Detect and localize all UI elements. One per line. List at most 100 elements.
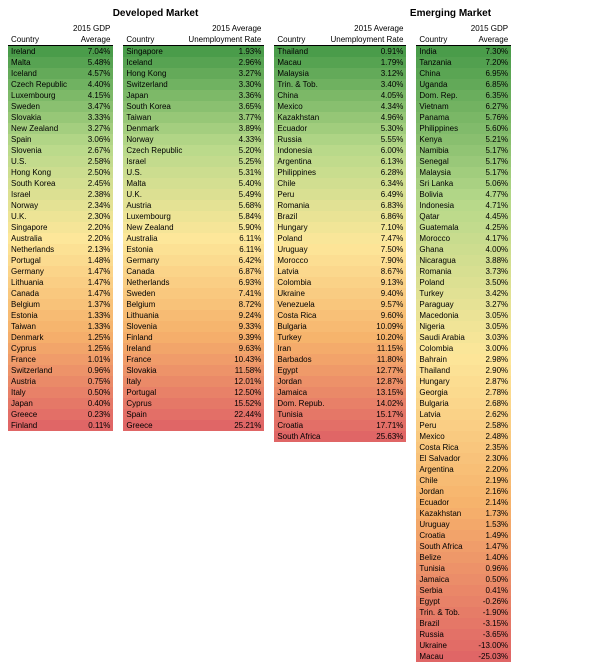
cell-country: Barbados: [274, 354, 327, 365]
table-row: Senegal5.17%: [416, 156, 511, 167]
table-row: Slovenia2.67%: [8, 145, 113, 156]
table-row: Colombia9.13%: [274, 277, 406, 288]
cell-value: 0.23%: [70, 409, 113, 420]
title-developed: Developed Market: [8, 8, 303, 19]
cell-country: New Zealand: [8, 123, 70, 134]
cell-value: 6.27%: [468, 101, 511, 112]
table-row: Canada6.87%: [123, 266, 264, 277]
table-row: Lithuania9.24%: [123, 310, 264, 321]
cell-country: Egypt: [274, 365, 327, 376]
cell-value: 1.49%: [468, 530, 511, 541]
table-row: Ecuador5.30%: [274, 123, 406, 134]
cell-country: Luxembourg: [8, 90, 70, 101]
cell-value: 5.06%: [468, 178, 511, 189]
table-row: Hong Kong2.50%: [8, 167, 113, 178]
table-row: Tunisia0.96%: [416, 563, 511, 574]
cell-value: 2.19%: [468, 475, 511, 486]
cell-country: Senegal: [416, 156, 467, 167]
cell-value: 4.05%: [327, 90, 406, 101]
cell-value: 3.30%: [185, 79, 264, 90]
cell-value: 6.83%: [327, 200, 406, 211]
cell-value: 6.87%: [185, 266, 264, 277]
cell-country: Belgium: [8, 299, 70, 310]
cell-country: Bulgaria: [416, 398, 467, 409]
table-row: Sweden7.41%: [123, 288, 264, 299]
cell-country: Jordan: [416, 486, 467, 497]
cell-country: U.K.: [123, 189, 185, 200]
cell-country: South Africa: [416, 541, 467, 552]
cell-country: Paraguay: [416, 299, 467, 310]
cell-value: 0.96%: [70, 365, 113, 376]
cell-value: 2.20%: [70, 233, 113, 244]
cell-value: 1.33%: [70, 321, 113, 332]
cell-value: 7.41%: [185, 288, 264, 299]
table-row: Cyprus15.52%: [123, 398, 264, 409]
cell-country: Serbia: [416, 585, 467, 596]
cell-country: Iceland: [123, 57, 185, 68]
cell-country: Romania: [416, 266, 467, 277]
cell-value: 9.39%: [185, 332, 264, 343]
table-row: Switzerland3.30%: [123, 79, 264, 90]
cell-country: Sri Lanka: [416, 178, 467, 189]
table-row: Belize1.40%: [416, 552, 511, 563]
cell-country: Namibia: [416, 145, 467, 156]
cell-country: Nicaragua: [416, 255, 467, 266]
cell-country: Guatemala: [416, 222, 467, 233]
table-row: Vietnam6.27%: [416, 101, 511, 112]
table-row: Italy12.01%: [123, 376, 264, 387]
cell-country: Tanzania: [416, 57, 467, 68]
table-row: Morocco4.17%: [416, 233, 511, 244]
cell-country: Indonesia: [416, 200, 467, 211]
cell-value: 3.27%: [185, 68, 264, 79]
cell-country: Saudi Arabia: [416, 332, 467, 343]
table-row: Russia5.55%: [274, 134, 406, 145]
cell-country: Venezuela: [274, 299, 327, 310]
table-row: Norway4.33%: [123, 134, 264, 145]
cell-value: 5.84%: [185, 211, 264, 222]
cell-value: 10.09%: [327, 321, 406, 332]
cell-value: 6.93%: [185, 277, 264, 288]
cell-value: 5.49%: [185, 189, 264, 200]
table-row: Macedonia3.05%: [416, 310, 511, 321]
table-row: Qatar4.45%: [416, 211, 511, 222]
cell-value: 3.42%: [468, 288, 511, 299]
cell-value: 5.17%: [468, 145, 511, 156]
data-table: Country2015 GDPAverageIndia7.30%Tanzania…: [416, 23, 511, 662]
table-row: Indonesia4.71%: [416, 200, 511, 211]
cell-country: New Zealand: [123, 222, 185, 233]
cell-country: Nigeria: [416, 321, 467, 332]
cell-value: 1.37%: [70, 299, 113, 310]
table-row: Czech Republic4.40%: [8, 79, 113, 90]
cell-value: 14.02%: [327, 398, 406, 409]
cell-value: 6.34%: [327, 178, 406, 189]
cell-value: 3.06%: [70, 134, 113, 145]
cell-value: 9.40%: [327, 288, 406, 299]
cell-value: 5.20%: [185, 145, 264, 156]
cell-value: 25.63%: [327, 431, 406, 442]
cell-value: 4.45%: [468, 211, 511, 222]
cell-value: 5.68%: [185, 200, 264, 211]
cell-country: Norway: [123, 134, 185, 145]
table-row: Jordan12.87%: [274, 376, 406, 387]
cell-country: Austria: [123, 200, 185, 211]
table-row: Austria0.75%: [8, 376, 113, 387]
cell-value: 10.43%: [185, 354, 264, 365]
cell-country: South Korea: [8, 178, 70, 189]
cell-country: Philippines: [274, 167, 327, 178]
cell-value: 4.00%: [468, 244, 511, 255]
table-row: Uruguay7.50%: [274, 244, 406, 255]
table-row: France1.01%: [8, 354, 113, 365]
cell-value: -3.15%: [468, 618, 511, 629]
cell-country: Dom. Repub.: [274, 398, 327, 409]
cell-country: Croatia: [274, 420, 327, 431]
cell-country: Jamaica: [416, 574, 467, 585]
table-row: El Salvador2.30%: [416, 453, 511, 464]
cell-country: Turkey: [274, 332, 327, 343]
table-row: Turkey3.42%: [416, 288, 511, 299]
table-row: Bulgaria2.68%: [416, 398, 511, 409]
cell-value: 3.05%: [468, 310, 511, 321]
cell-value: 4.71%: [468, 200, 511, 211]
table-row: Panama5.76%: [416, 112, 511, 123]
cell-value: 7.04%: [70, 46, 113, 58]
table-row: Iceland2.96%: [123, 57, 264, 68]
